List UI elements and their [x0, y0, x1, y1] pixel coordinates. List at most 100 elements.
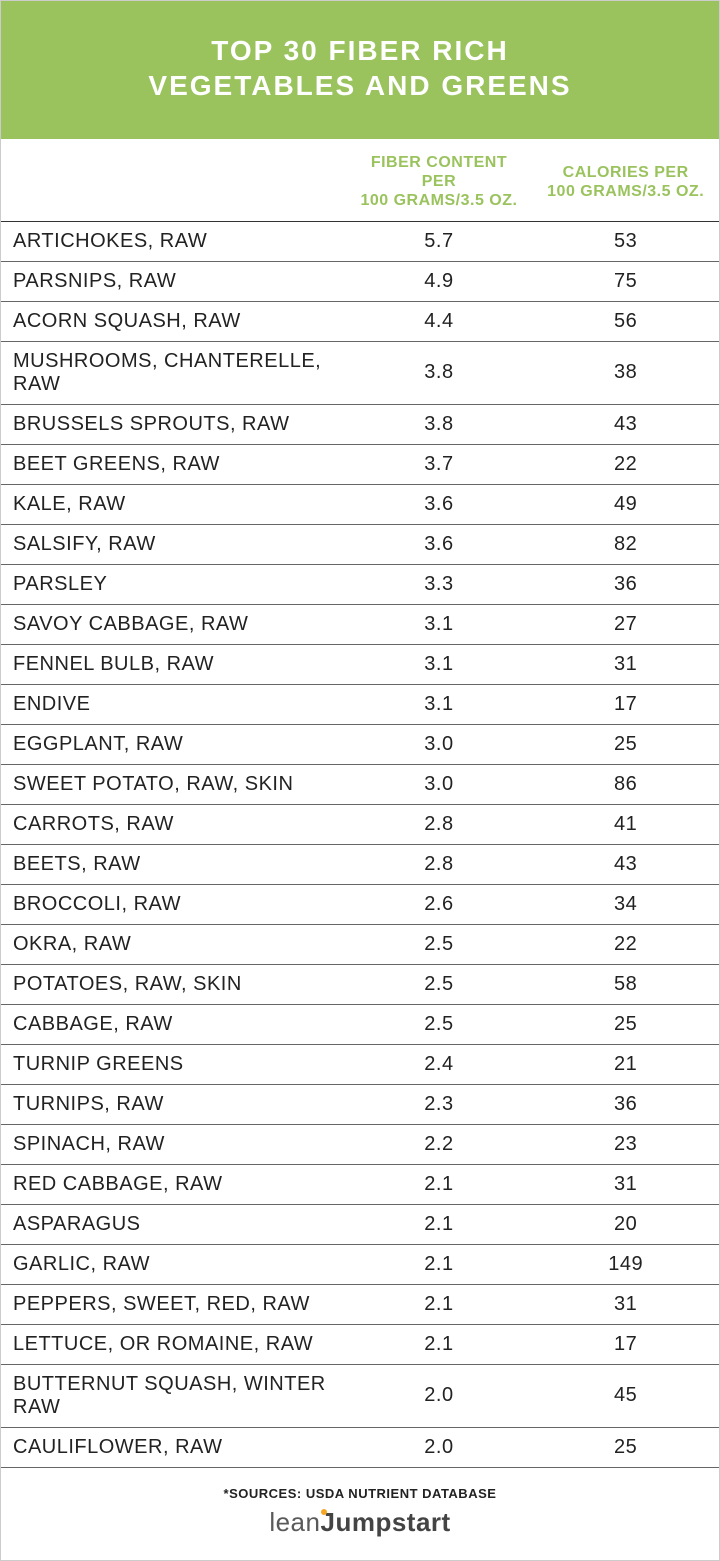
table-row: Sweet potato, raw, skin3.086	[1, 764, 719, 804]
cell-calories: 22	[532, 924, 719, 964]
cell-name: Fennel bulb, raw	[1, 644, 346, 684]
cell-calories: 31	[532, 1164, 719, 1204]
table-row: Turnip greens2.421	[1, 1044, 719, 1084]
cell-fiber: 2.1	[346, 1244, 533, 1284]
cell-calories: 31	[532, 1284, 719, 1324]
cell-calories: 53	[532, 221, 719, 261]
cell-calories: 41	[532, 804, 719, 844]
cell-fiber: 2.0	[346, 1427, 533, 1467]
cell-fiber: 2.2	[346, 1124, 533, 1164]
col-header-calories-l1: CALORIES PER	[563, 164, 689, 181]
logo-lean: lean	[269, 1507, 320, 1537]
infographic-container: TOP 30 FIBER RICH VEGETABLES AND GREENS …	[0, 0, 720, 1561]
cell-fiber: 2.1	[346, 1164, 533, 1204]
table-row: Spinach, raw2.223	[1, 1124, 719, 1164]
cell-calories: 17	[532, 1324, 719, 1364]
cell-name: Brussels sprouts, raw	[1, 404, 346, 444]
table-row: Beets, raw2.843	[1, 844, 719, 884]
cell-fiber: 2.3	[346, 1084, 533, 1124]
col-header-fiber: FIBER CONTENT PER 100 GRAMS/3.5 OZ.	[346, 139, 533, 221]
cell-calories: 58	[532, 964, 719, 1004]
table-row: Red cabbage, raw2.131	[1, 1164, 719, 1204]
cell-calories: 86	[532, 764, 719, 804]
cell-calories: 31	[532, 644, 719, 684]
table-row: Acorn squash, raw4.456	[1, 301, 719, 341]
cell-calories: 20	[532, 1204, 719, 1244]
col-header-calories-l2: 100 GRAMS/3.5 OZ.	[547, 183, 704, 200]
col-header-fiber-l2: 100 GRAMS/3.5 OZ.	[360, 192, 517, 209]
cell-calories: 149	[532, 1244, 719, 1284]
cell-name: Parsnips, raw	[1, 261, 346, 301]
table-body: Artichokes, raw5.753Parsnips, raw4.975Ac…	[1, 221, 719, 1467]
cell-calories: 56	[532, 301, 719, 341]
cell-calories: 23	[532, 1124, 719, 1164]
cell-fiber: 2.5	[346, 964, 533, 1004]
table-row: Parsley3.336	[1, 564, 719, 604]
cell-name: Turnip greens	[1, 1044, 346, 1084]
table-row: Asparagus2.120	[1, 1204, 719, 1244]
cell-fiber: 2.5	[346, 1004, 533, 1044]
cell-fiber: 5.7	[346, 221, 533, 261]
title-line-2: VEGETABLES AND GREENS	[21, 68, 699, 103]
cell-fiber: 3.6	[346, 484, 533, 524]
table-row: Savoy cabbage, raw3.127	[1, 604, 719, 644]
title-line-1: TOP 30 FIBER RICH	[21, 33, 699, 68]
table-row: Fennel bulb, raw3.131	[1, 644, 719, 684]
cell-fiber: 2.1	[346, 1204, 533, 1244]
cell-name: Beets, raw	[1, 844, 346, 884]
cell-calories: 38	[532, 341, 719, 404]
cell-fiber: 3.8	[346, 341, 533, 404]
cell-name: Garlic, raw	[1, 1244, 346, 1284]
cell-fiber: 3.8	[346, 404, 533, 444]
table-row: Kale, raw3.649	[1, 484, 719, 524]
cell-calories: 27	[532, 604, 719, 644]
cell-fiber: 3.6	[346, 524, 533, 564]
cell-name: Spinach, raw	[1, 1124, 346, 1164]
cell-name: Turnips, raw	[1, 1084, 346, 1124]
cell-name: Beet greens, raw	[1, 444, 346, 484]
cell-name: Salsify, raw	[1, 524, 346, 564]
cell-name: Eggplant, raw	[1, 724, 346, 764]
cell-fiber: 2.5	[346, 924, 533, 964]
table-row: Broccoli, raw2.634	[1, 884, 719, 924]
cell-calories: 17	[532, 684, 719, 724]
table-row: Turnips, raw2.336	[1, 1084, 719, 1124]
col-header-calories: CALORIES PER 100 GRAMS/3.5 OZ.	[532, 139, 719, 221]
cell-fiber: 2.1	[346, 1284, 533, 1324]
cell-name: Okra, raw	[1, 924, 346, 964]
cell-fiber: 2.1	[346, 1324, 533, 1364]
cell-name: Savoy cabbage, raw	[1, 604, 346, 644]
table-row: Potatoes, raw, skin2.558	[1, 964, 719, 1004]
cell-calories: 25	[532, 724, 719, 764]
table-row: Garlic, raw2.1149	[1, 1244, 719, 1284]
cell-name: Mushrooms, chanterelle, raw	[1, 341, 346, 404]
brand-logo: leanJumpstart	[11, 1507, 709, 1538]
cell-calories: 36	[532, 564, 719, 604]
cell-calories: 43	[532, 404, 719, 444]
col-header-name	[1, 139, 346, 221]
table-row: Carrots, raw2.841	[1, 804, 719, 844]
fiber-table: FIBER CONTENT PER 100 GRAMS/3.5 OZ. CALO…	[1, 139, 719, 1468]
cell-fiber: 3.7	[346, 444, 533, 484]
cell-fiber: 3.3	[346, 564, 533, 604]
cell-calories: 82	[532, 524, 719, 564]
logo-umpstart: umpstart	[335, 1507, 450, 1537]
table-row: Endive3.117	[1, 684, 719, 724]
cell-fiber: 4.9	[346, 261, 533, 301]
cell-name: Cauliflower, raw	[1, 1427, 346, 1467]
cell-calories: 25	[532, 1427, 719, 1467]
cell-name: Potatoes, raw, skin	[1, 964, 346, 1004]
cell-fiber: 4.4	[346, 301, 533, 341]
cell-fiber: 2.4	[346, 1044, 533, 1084]
table-row: Brussels sprouts, raw3.843	[1, 404, 719, 444]
cell-name: Lettuce, or romaine, raw	[1, 1324, 346, 1364]
footer: *SOURCES: USDA NUTRIENT DATABASE leanJum…	[1, 1468, 719, 1560]
table-row: Cabbage, raw2.525	[1, 1004, 719, 1044]
cell-fiber: 2.8	[346, 804, 533, 844]
table-row: Parsnips, raw4.975	[1, 261, 719, 301]
table-row: Artichokes, raw5.753	[1, 221, 719, 261]
table-row: Okra, raw2.522	[1, 924, 719, 964]
table-row: Mushrooms, chanterelle, raw3.838	[1, 341, 719, 404]
cell-name: Broccoli, raw	[1, 884, 346, 924]
cell-calories: 45	[532, 1364, 719, 1427]
